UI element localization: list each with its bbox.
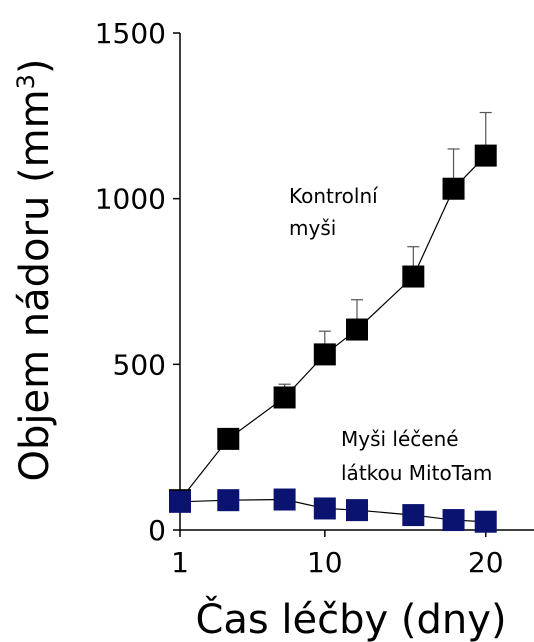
data-point	[402, 504, 425, 527]
series-1	[169, 488, 497, 533]
x-tick-label: 1	[171, 546, 189, 579]
data-point	[217, 427, 240, 450]
y-axis-title: Objem nádoru (mm3)	[12, 59, 58, 482]
x-tick-label: 20	[468, 546, 504, 579]
annotation-mitotam: Myši léčené látkou MitoTam	[341, 427, 492, 485]
y-tick-label: 1000	[95, 183, 166, 216]
data-point	[217, 489, 240, 512]
series-0	[169, 111, 497, 512]
series-layer	[169, 111, 497, 533]
annotation-control-line-2: myši	[289, 216, 336, 240]
y-tick-label: 0	[148, 514, 166, 547]
data-point	[313, 497, 336, 520]
axes: 0 500 1000 1500 1 10 20	[95, 17, 534, 579]
annotation-control: Kontrolní myši	[289, 184, 384, 240]
y-tick-label: 1500	[95, 17, 166, 50]
data-point	[169, 490, 191, 513]
data-point	[346, 499, 368, 522]
annotation-control-line-1: Kontrolní	[289, 184, 379, 208]
data-point	[402, 265, 425, 288]
data-point	[442, 509, 465, 532]
y-axis-title-close: )	[12, 59, 58, 75]
x-axis-title: Čas léčby (dny)	[195, 595, 506, 642]
y-tick-label: 500	[113, 348, 166, 381]
annotation-mitotam-line-1: Myši léčené	[341, 427, 459, 451]
data-point	[442, 177, 465, 200]
data-point	[474, 510, 497, 533]
y-axis-title-main: Objem nádoru (mm	[12, 89, 58, 481]
data-point	[346, 318, 368, 341]
x-tick-label: 10	[307, 546, 343, 579]
data-point	[273, 386, 296, 409]
y-axis-title-sup: 3	[12, 74, 40, 89]
annotation-mitotam-line-2: látkou MitoTam	[341, 461, 492, 485]
data-point	[313, 343, 336, 366]
data-point	[474, 144, 497, 167]
data-point	[273, 488, 296, 511]
